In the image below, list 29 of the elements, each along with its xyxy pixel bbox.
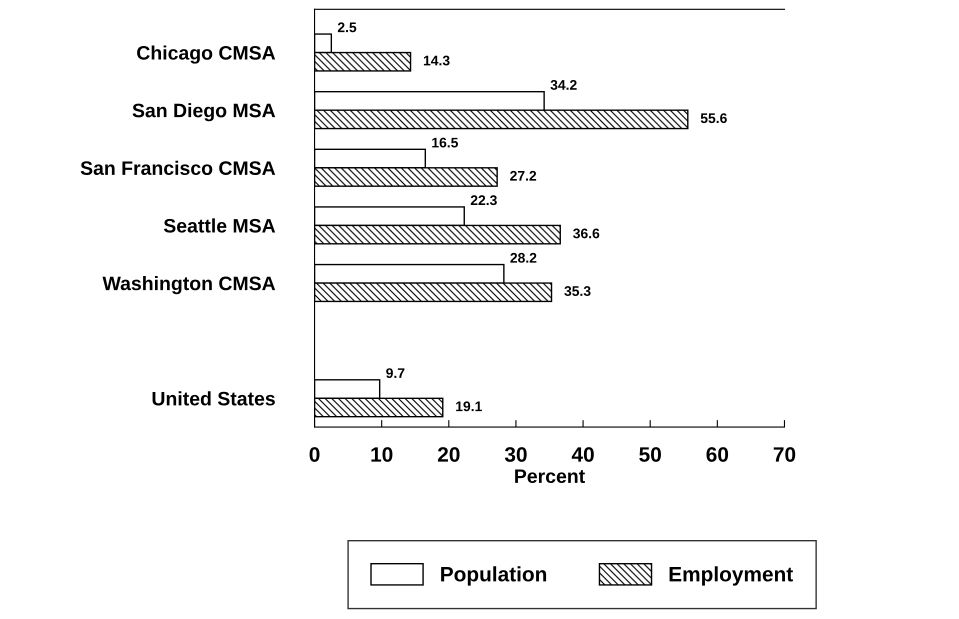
x-tick-label: 10 (371, 447, 392, 462)
data-label: 14.3 (424, 56, 450, 66)
legend-label: Employment (670, 566, 793, 586)
y-tick-label: Chicago CMSA (137, 45, 276, 64)
y-tick-label: Seattle MSA (164, 218, 276, 233)
data-label: 9.7 (386, 368, 404, 378)
x-tick-label: 70 (774, 447, 796, 462)
data-label: 19.1 (456, 401, 482, 412)
data-label: 16.5 (432, 138, 458, 148)
data-label: 2.5 (338, 22, 356, 32)
data-label: 36.6 (573, 228, 600, 238)
x-tick-label: 40 (572, 447, 594, 462)
x-tick-label: 50 (639, 447, 661, 462)
data-label: 34.2 (550, 80, 577, 90)
data-label: 27.2 (510, 170, 536, 181)
legend-label: Population (441, 566, 546, 586)
x-axis-title: Percent (515, 469, 585, 484)
data-label: 55.6 (700, 113, 727, 124)
y-tick-label: Washington CMSA (102, 276, 276, 294)
data-label: 28.2 (510, 252, 536, 263)
x-tick-label: 20 (438, 447, 460, 462)
x-tick-label: 0 (310, 447, 320, 462)
y-tick-label: United States (152, 391, 275, 406)
data-label: 22.3 (470, 195, 497, 206)
x-tick-label: 30 (504, 447, 527, 462)
data-label: 35.3 (564, 286, 591, 296)
y-tick-label: San Francisco CMSA (80, 160, 276, 176)
x-tick-label: 60 (706, 447, 728, 462)
y-tick-label: San Diego MSA (132, 103, 276, 122)
